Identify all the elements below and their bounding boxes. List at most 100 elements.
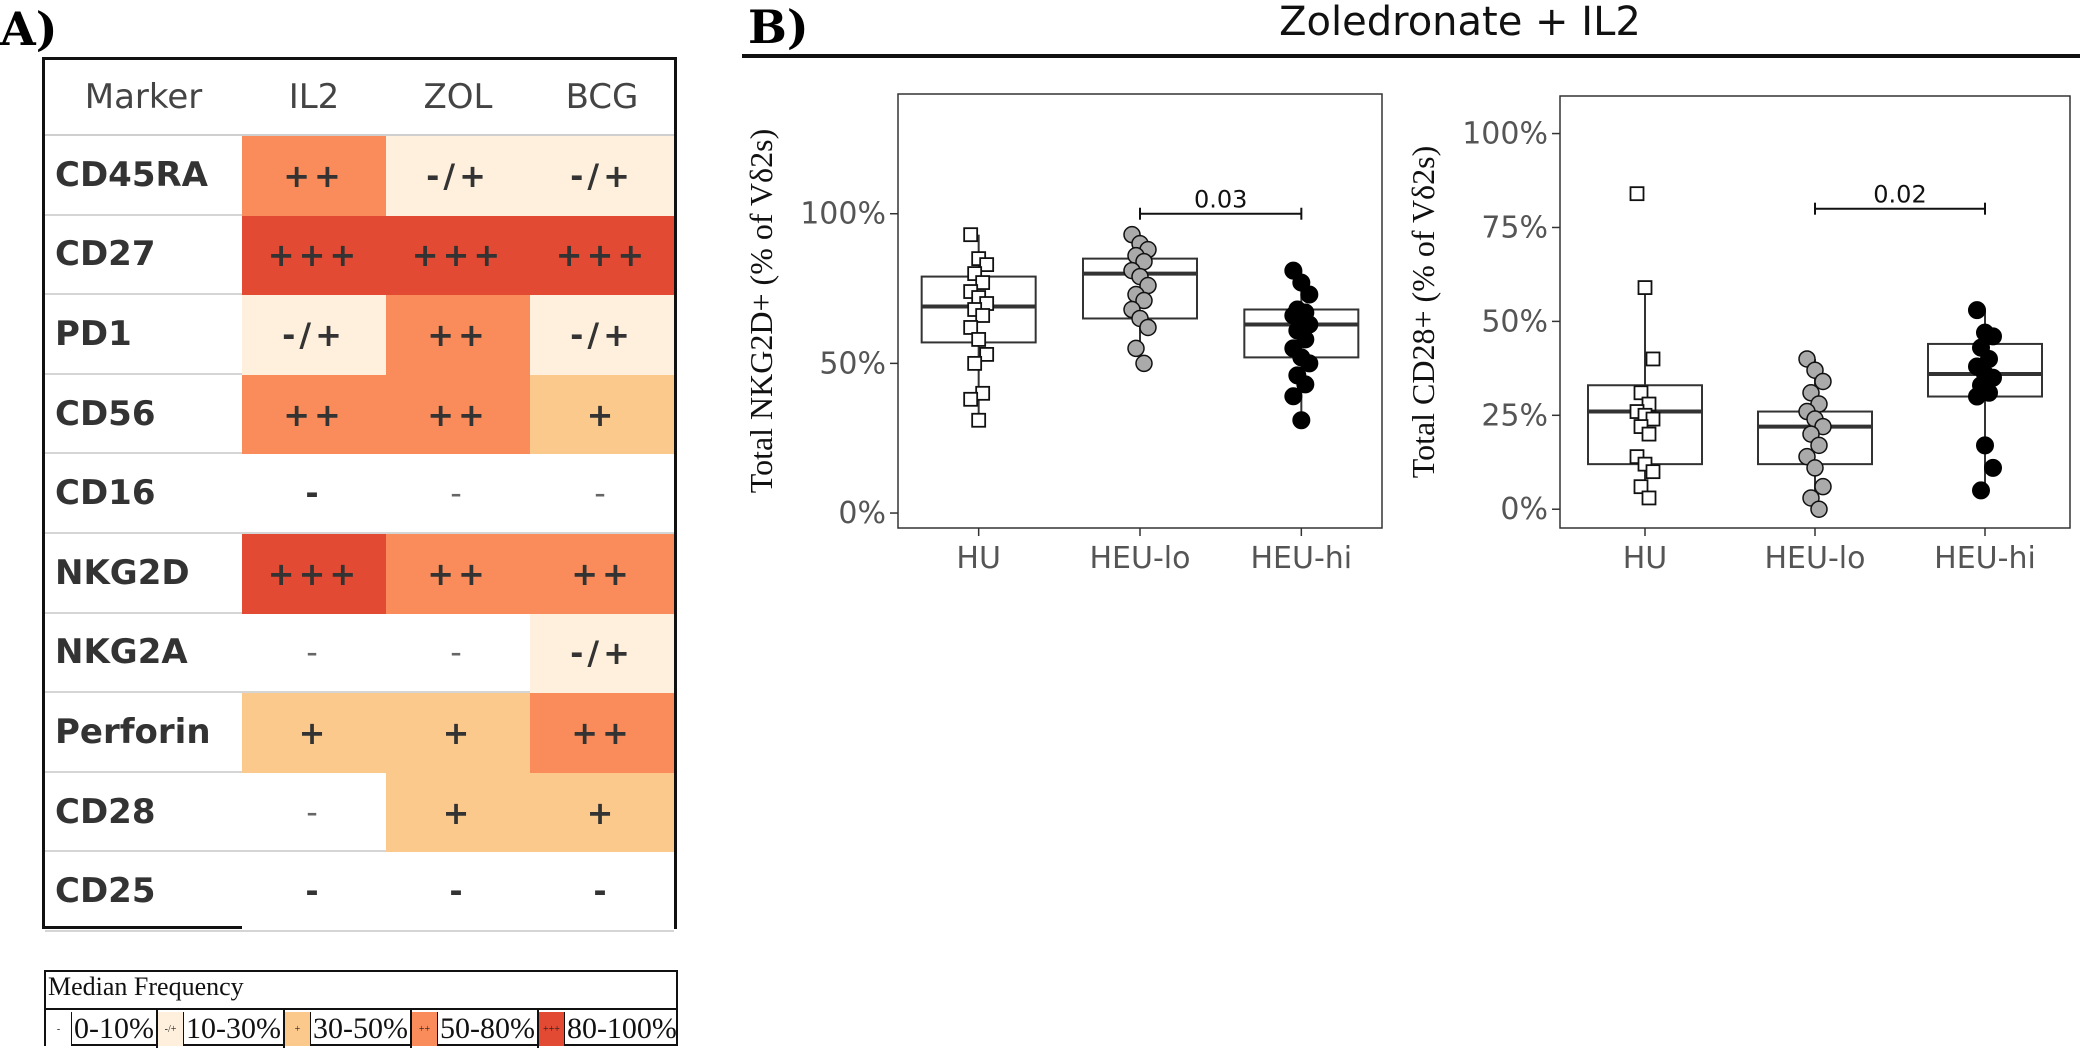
data-point [1139,318,1157,337]
data-point [1972,481,1990,500]
expression-cell: ++ [242,136,386,216]
x-tick-label: HEU-hi [1251,541,1353,576]
legend-swatch: - [46,1012,72,1046]
legend-label: 10-30% [185,1012,281,1045]
legend-title: Median Frequency [48,972,244,1001]
data-point [979,257,995,273]
data-point [1637,280,1653,295]
expression-cell: - [242,772,386,853]
marker-label: PD1 [45,295,242,375]
data-point [1296,330,1315,349]
table-row: CD27 +++ +++ +++ [45,215,674,296]
data-point [967,355,983,371]
marker-label: NKG2A [45,614,242,694]
x-tick-label: HU [956,541,1001,576]
x-tick-label: HEU-hi [1934,541,2036,576]
expression-cell: + [530,374,674,455]
x-tick-label: HEU-lo [1090,541,1191,576]
marker-label: CD25 [45,852,242,932]
data-point [1284,387,1303,406]
expression-cell: + [386,693,530,773]
data-point [979,296,995,311]
x-tick-label: HEU-lo [1765,541,1866,576]
expression-cell: ++ [242,374,386,455]
data-point [1814,372,1832,391]
data-point [1633,385,1649,401]
table-row: Perforin + + ++ [45,693,674,773]
data-point [1810,500,1828,518]
panel-a-label: A) [0,2,58,56]
expression-cell: +++ [530,215,674,296]
data-point [1645,464,1661,480]
legend-items: -0-10% -/+ 10-30% +30-50% ++ 50-80% +++ 80-100% [46,1008,679,1048]
y-tick-label: 50% [819,346,886,381]
data-point [1292,411,1311,430]
data-point [1645,351,1661,367]
marker-label: CD27 [45,216,242,296]
data-point [1300,285,1319,304]
panel-b-title: Zoledronate + IL2 [1279,0,1641,45]
legend-swatch: -/+ [157,1012,184,1046]
expression-cell: - [386,454,530,534]
data-point [1135,291,1153,310]
data-point [1641,490,1657,506]
data-point [1300,354,1319,373]
median-frequency-legend: Median Frequency -0-10% -/+ 10-30% +30-50% +… [44,970,679,1048]
data-point [971,332,987,347]
header-marker: Marker [84,77,203,117]
cd28-boxplot: 0% 25% 50% 75% 100% HU HEU-lo HEU-hi Total CD28+… [1405,95,2071,576]
data-point [963,391,979,407]
data-point [1296,375,1315,394]
table-row: CD56 ++ ++ + [45,374,674,455]
expression-cell: +++ [386,215,530,296]
expression-cell: ++ [530,534,674,614]
data-point [1633,479,1649,495]
marker-heatmap-table: Marker IL2 ZOL BCG CD45RA ++ -/+ -/+ CD27 +++… [42,57,677,932]
y-axis-label: Total NKG2D+ (% of Vδ2s) [748,129,779,493]
data-point [975,385,991,401]
marker-label: CD28 [45,773,242,853]
expression-cell: -/+ [386,136,530,216]
legend-item: +30-50% [284,1010,412,1048]
header-il2: IL2 [288,77,340,117]
data-point [1127,339,1145,358]
data-point [1645,411,1661,427]
expression-cell: ++ [386,374,530,455]
data-point [1810,436,1828,455]
expression-cell: - [386,613,530,694]
legend-item: +++ 80-100% [538,1010,679,1048]
y-tick-label: 50% [1481,304,1548,339]
expression-cell: -/+ [530,136,674,216]
data-point [975,275,991,290]
data-point [1814,477,1832,496]
expression-cell: ++ [386,534,530,614]
expression-cell: -/+ [530,295,674,375]
marker-label: CD56 [45,375,242,455]
y-tick-label: 100% [800,197,886,232]
expression-cell: ++ [386,295,530,375]
expression-cell: - [530,454,674,534]
table-row: CD45RA ++ -/+ -/+ [45,136,674,216]
table-row: NKG2D +++ ++ ++ [45,534,674,614]
data-point [971,412,987,428]
p-value-label: 0.03 [1194,186,1247,214]
expression-cell: - [242,852,386,932]
legend-label: 50-80% [439,1012,535,1045]
header-bcg: BCG [565,77,639,117]
legend-label: 30-50% [312,1012,408,1045]
legend-item: -0-10% [46,1010,158,1048]
table-header-row: Marker IL2 ZOL BCG [45,60,674,134]
y-tick-label: 25% [1481,398,1548,433]
table-row: CD16- - - [45,454,674,534]
expression-cell: -/+ [242,295,386,375]
expression-cell: -/+ [530,613,674,694]
table-row: CD28- + + [45,772,674,853]
expression-cell: - [386,852,530,932]
marker-label: Perforin [45,693,242,773]
legend-swatch: +++ [538,1012,565,1046]
legend-swatch: ++ [411,1012,438,1046]
marker-label: NKG2D [45,534,242,614]
x-tick-label: HU [1623,541,1668,576]
data-point [1968,301,1986,320]
data-point [1976,436,1994,455]
